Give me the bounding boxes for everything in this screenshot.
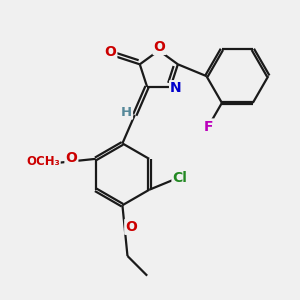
- Text: O: O: [104, 45, 116, 59]
- Text: F: F: [204, 119, 214, 134]
- Text: O: O: [125, 220, 137, 234]
- Text: Cl: Cl: [172, 171, 188, 185]
- Text: OCH₃: OCH₃: [26, 155, 60, 168]
- Text: H: H: [121, 106, 132, 118]
- Text: N: N: [170, 81, 182, 95]
- Text: O: O: [154, 40, 165, 54]
- Text: O: O: [65, 151, 77, 165]
